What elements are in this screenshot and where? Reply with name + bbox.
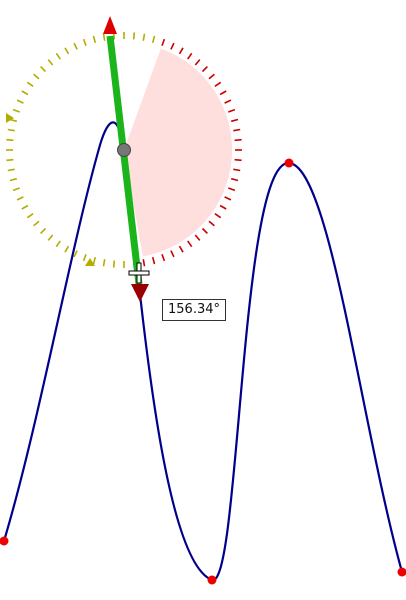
rotation-sweep-wedge — [124, 48, 233, 257]
dial-tick — [12, 108, 20, 113]
dial-tick — [55, 240, 61, 248]
dial-tick — [142, 33, 146, 41]
dial-marker-left-icon — [6, 113, 14, 123]
dial-tick — [224, 99, 232, 104]
dial-tick — [47, 234, 54, 241]
dial-tick — [208, 220, 215, 227]
dial-tick — [64, 245, 70, 253]
dial-tick — [219, 204, 227, 210]
dial-tick — [21, 90, 29, 96]
control-point[interactable] — [284, 158, 294, 168]
axis-shaft[interactable] — [106, 35, 143, 285]
arrow-down-icon[interactable] — [131, 284, 149, 302]
dial-tick — [214, 213, 222, 219]
pivot-handle[interactable] — [117, 143, 131, 157]
dial-tick — [47, 59, 54, 66]
dial-tick — [187, 240, 193, 248]
dial-tick — [26, 213, 34, 219]
dial-tick — [170, 42, 175, 50]
dial-tick — [194, 234, 201, 241]
dial-tick — [230, 118, 239, 123]
dial-tick — [224, 196, 232, 201]
spline-curve[interactable] — [2, 121, 404, 582]
dial-tick — [112, 260, 116, 268]
dial-tick — [82, 254, 87, 262]
angle-readout: 156.34° — [162, 299, 226, 321]
dial-marker-bottom-icon — [85, 258, 95, 266]
dial-tick — [40, 66, 47, 73]
dial-tick — [40, 227, 47, 234]
dial-tick — [219, 90, 227, 96]
dial-tick — [228, 108, 236, 113]
arrow-up-icon[interactable] — [103, 16, 117, 34]
dial-tick — [142, 259, 146, 267]
move-cursor-icon — [128, 262, 150, 284]
dial-tick — [7, 168, 15, 172]
dial-tick — [230, 177, 239, 182]
dial-tick — [102, 259, 106, 267]
control-point[interactable] — [207, 575, 217, 585]
dial-tick — [187, 52, 193, 60]
dial-tick — [92, 256, 97, 265]
dial-tick — [55, 52, 61, 60]
dial-tick — [161, 38, 166, 46]
dial-tick — [132, 32, 136, 40]
dial-tick — [234, 138, 242, 142]
dial-tick — [9, 118, 18, 123]
dial-ticks — [6, 32, 242, 268]
dial-tick — [6, 138, 14, 142]
dial-tick — [208, 73, 215, 80]
dial-tick — [16, 99, 24, 104]
control-point[interactable] — [0, 536, 9, 546]
dial-tick — [228, 187, 236, 192]
dial-tick — [201, 66, 208, 73]
dial-tick — [92, 35, 97, 44]
rotation-dial[interactable] — [6, 32, 242, 268]
dial-tick — [233, 168, 241, 172]
dial-tick — [12, 187, 20, 192]
dial-tick — [170, 250, 175, 258]
dial-tick — [21, 204, 29, 210]
dial-tick — [161, 254, 166, 262]
dial-tick — [102, 33, 106, 41]
dial-tick — [6, 158, 14, 162]
dial-tick — [214, 81, 222, 87]
dial-tick — [73, 42, 78, 50]
dial-tick — [178, 47, 184, 55]
dial-tick — [64, 47, 70, 55]
dial-tick — [33, 73, 40, 80]
dial-tick — [194, 59, 201, 66]
dial-tick — [233, 128, 241, 132]
control-point[interactable] — [397, 567, 406, 577]
dial-tick — [151, 35, 156, 44]
dial-tick — [9, 177, 18, 182]
dial-tick — [7, 128, 15, 132]
dial-tick — [33, 220, 40, 227]
dial-tick — [16, 196, 24, 201]
dial-tick — [151, 256, 156, 265]
dial-tick — [26, 81, 34, 87]
dial-tick — [73, 250, 78, 258]
dial-tick — [82, 38, 87, 46]
rotation-axis-handle[interactable] — [103, 16, 149, 302]
dial-tick — [201, 227, 208, 234]
dial-tick — [178, 245, 184, 253]
dial-tick — [234, 158, 242, 162]
